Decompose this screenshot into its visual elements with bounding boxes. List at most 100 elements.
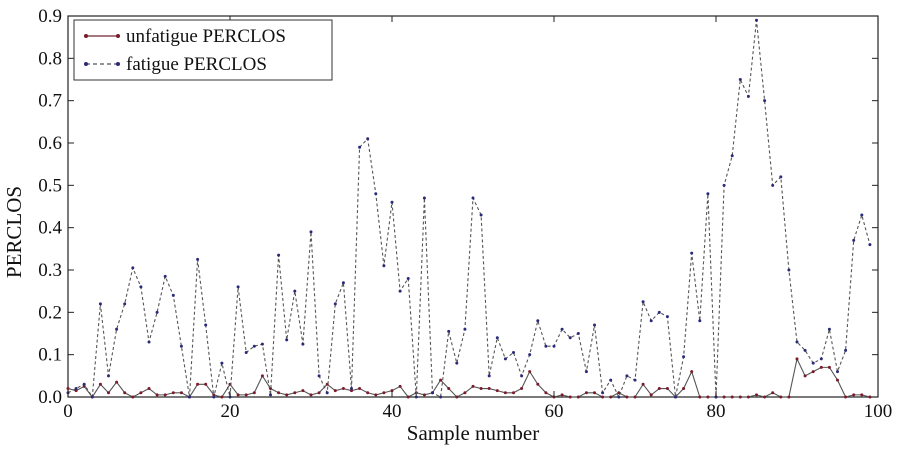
data-point-fatigue <box>625 374 629 378</box>
legend: unfatigue PERCLOS fatigue PERCLOS <box>73 19 333 81</box>
y-tick-label: 0.4 <box>38 218 62 239</box>
data-point-fatigue <box>682 355 686 359</box>
data-point-fatigue <box>609 378 613 382</box>
data-point-unfatigue <box>649 393 653 397</box>
data-point-fatigue <box>674 395 677 399</box>
data-point-fatigue <box>341 281 345 285</box>
data-point-fatigue <box>406 276 410 280</box>
data-point-unfatigue <box>625 395 629 399</box>
x-axis-title: Sample number <box>407 421 539 445</box>
y-axis-title: PERCLOS <box>2 186 26 278</box>
data-point-fatigue <box>236 285 240 289</box>
data-point-fatigue <box>293 289 297 293</box>
legend-label-unfatigue: unfatigue PERCLOS <box>126 26 286 47</box>
y-tick-label: 0.5 <box>38 175 62 196</box>
data-point-unfatigue <box>220 395 224 399</box>
data-point-fatigue <box>552 344 556 348</box>
data-point-unfatigue <box>333 389 337 393</box>
data-point-unfatigue <box>107 391 110 395</box>
data-point-fatigue <box>204 323 208 327</box>
data-point-fatigue <box>576 332 580 335</box>
data-point-unfatigue <box>722 395 726 399</box>
data-point-unfatigue <box>171 391 175 395</box>
data-point-unfatigue <box>593 391 596 395</box>
data-point-fatigue <box>827 327 831 331</box>
data-point-fatigue <box>277 253 281 257</box>
data-point-fatigue <box>196 257 200 261</box>
data-point-unfatigue <box>763 395 767 399</box>
data-point-unfatigue <box>163 393 167 397</box>
data-point-fatigue <box>601 391 605 395</box>
data-point-unfatigue <box>341 387 345 391</box>
data-point-fatigue <box>593 323 596 327</box>
data-point-unfatigue <box>641 382 645 386</box>
data-point-unfatigue <box>633 395 637 399</box>
data-point-unfatigue <box>398 384 402 388</box>
data-point-fatigue <box>852 238 856 242</box>
data-point-fatigue <box>536 319 540 323</box>
data-point-unfatigue <box>860 393 864 397</box>
data-point-unfatigue <box>422 393 426 397</box>
data-point-fatigue <box>455 361 459 365</box>
data-point-fatigue <box>836 370 839 374</box>
data-point-unfatigue <box>390 389 394 393</box>
data-point-fatigue <box>633 378 637 382</box>
data-point-unfatigue <box>301 389 305 393</box>
data-point-unfatigue <box>252 391 256 395</box>
x-tick-label: 40 <box>383 401 402 422</box>
data-point-unfatigue <box>317 391 321 395</box>
data-point-unfatigue <box>374 393 378 397</box>
data-point-unfatigue <box>285 393 289 397</box>
data-point-unfatigue <box>123 391 127 395</box>
data-point-unfatigue <box>131 395 135 399</box>
data-point-fatigue <box>155 310 159 314</box>
data-point-fatigue <box>819 357 823 361</box>
data-point-unfatigue <box>309 393 313 397</box>
data-point-fatigue <box>374 192 378 196</box>
data-point-unfatigue <box>868 395 872 399</box>
data-point-fatigue <box>868 243 872 247</box>
data-point-unfatigue <box>665 387 669 391</box>
series-line-fatigue <box>67 20 871 399</box>
data-point-unfatigue <box>601 395 605 399</box>
data-point-fatigue <box>414 395 418 399</box>
data-point-fatigue <box>649 319 653 323</box>
data-point-unfatigue <box>447 387 451 391</box>
data-point-fatigue <box>350 387 353 391</box>
data-point-fatigue <box>763 99 767 103</box>
data-point-unfatigue <box>819 365 823 369</box>
data-point-unfatigue <box>82 384 86 388</box>
data-point-unfatigue <box>827 365 831 369</box>
data-point-fatigue <box>285 338 289 342</box>
x-tick-label: 100 <box>864 401 893 422</box>
data-point-fatigue <box>706 192 710 196</box>
data-point-unfatigue <box>155 393 159 397</box>
data-point-unfatigue <box>204 382 208 386</box>
y-tick-label: 0.3 <box>38 260 62 281</box>
data-point-fatigue <box>447 329 451 333</box>
data-point-unfatigue <box>439 378 443 382</box>
legend-marker-unfatigue-start <box>84 34 88 38</box>
data-point-unfatigue <box>576 395 580 399</box>
data-point-unfatigue <box>536 382 540 386</box>
data-point-fatigue <box>188 395 191 399</box>
data-point-fatigue <box>179 344 183 348</box>
y-tick-label: 0.1 <box>38 345 62 366</box>
data-point-unfatigue <box>260 374 264 378</box>
data-point-unfatigue <box>795 357 799 361</box>
data-point-fatigue <box>422 196 426 200</box>
data-point-fatigue <box>439 395 443 399</box>
data-point-unfatigue <box>706 395 710 399</box>
y-tick-label: 0.8 <box>38 48 62 69</box>
data-point-unfatigue <box>836 378 839 382</box>
data-point-fatigue <box>665 315 669 319</box>
legend-marker-fatigue-end <box>116 62 120 66</box>
data-point-unfatigue <box>406 395 410 399</box>
data-point-fatigue <box>568 336 572 340</box>
data-point-fatigue <box>163 274 167 278</box>
data-point-unfatigue <box>358 387 362 391</box>
data-point-unfatigue <box>66 387 70 391</box>
data-point-fatigue <box>333 302 337 306</box>
data-point-fatigue <box>74 387 78 391</box>
data-point-unfatigue <box>98 382 102 386</box>
